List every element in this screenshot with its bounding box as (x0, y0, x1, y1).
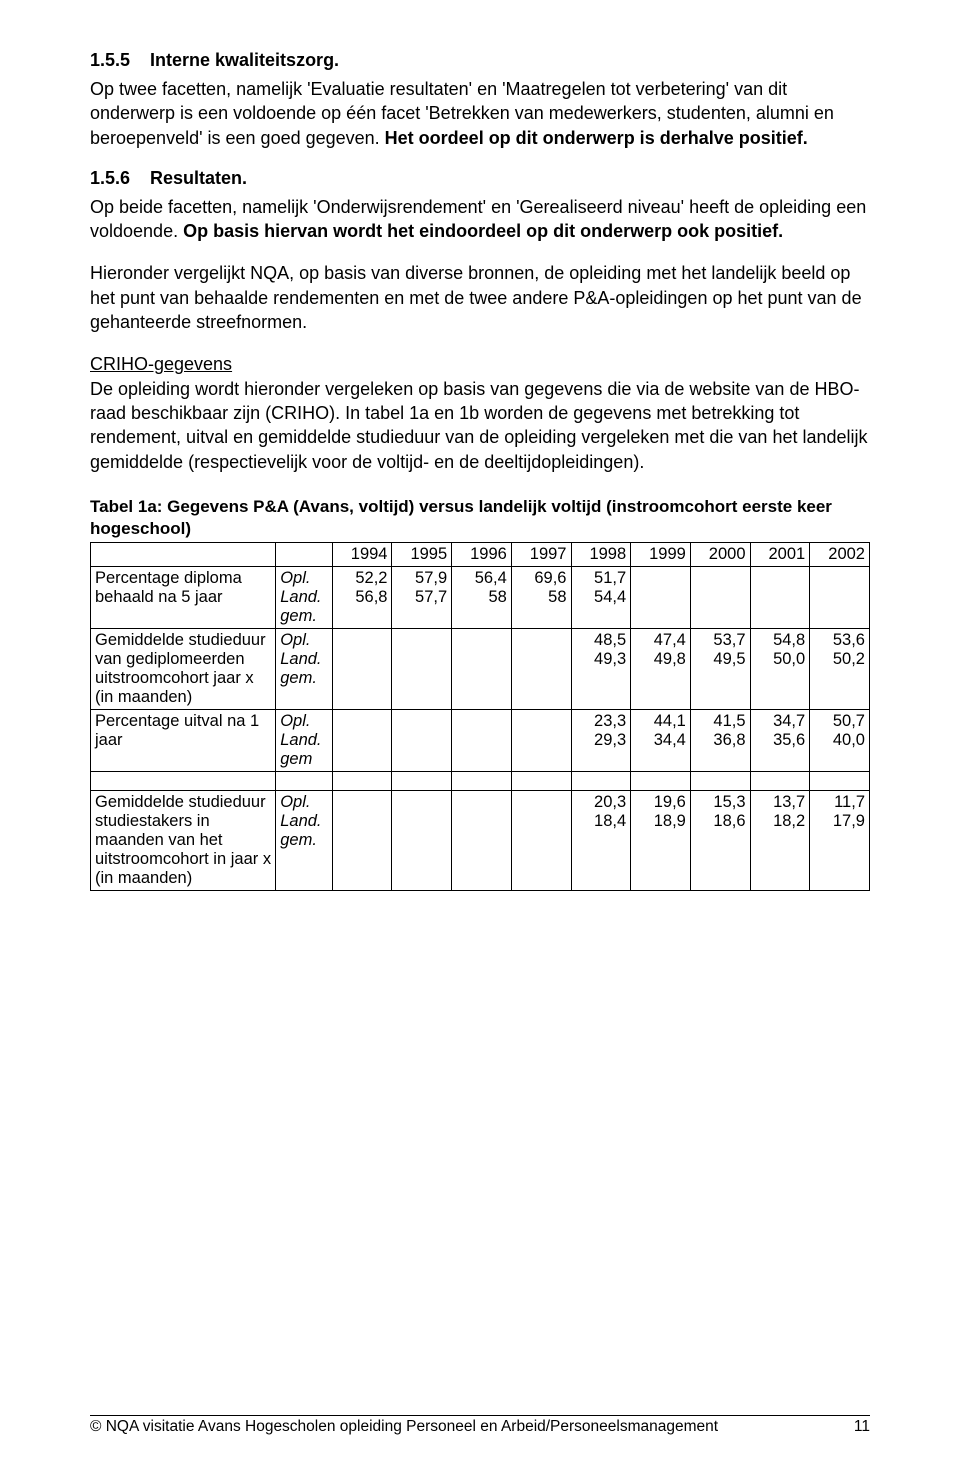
document-page: 1.5.5 Interne kwaliteitszorg. Op twee fa… (0, 0, 960, 1476)
table-cell (332, 772, 392, 791)
table-caption: Tabel 1a: Gegevens P&A (Avans, voltijd) … (90, 496, 870, 540)
table-cell (631, 567, 691, 629)
table-cell: 50,740,0 (810, 710, 870, 772)
table-cell: Opl.Land.gem (276, 710, 333, 772)
table-cell (631, 772, 691, 791)
table-cell: 53,650,2 (810, 629, 870, 710)
table-row: Percentage diploma behaald na 5 jaarOpl.… (91, 567, 870, 629)
table-cell (452, 710, 512, 772)
table-cell: 48,549,3 (571, 629, 631, 710)
table-cell: 20,318,4 (571, 791, 631, 891)
heading-1-5-5: 1.5.5 Interne kwaliteitszorg. (90, 50, 870, 71)
table-cell: Gemiddelde studieduur van gediplomeerden… (91, 629, 276, 710)
table-cell (511, 629, 571, 710)
table-cell (571, 772, 631, 791)
table-cell: 41,536,8 (690, 710, 750, 772)
table-cell (392, 791, 452, 891)
table-cell: 51,754,4 (571, 567, 631, 629)
table-cell: 1996 (452, 543, 512, 567)
table-cell: 1999 (631, 543, 691, 567)
table-cell (810, 772, 870, 791)
table-cell: 53,749,5 (690, 629, 750, 710)
heading-title: Resultaten. (150, 168, 247, 188)
table-cell: 23,329,3 (571, 710, 631, 772)
table-cell: 1998 (571, 543, 631, 567)
table-cell (511, 710, 571, 772)
table-cell: Percentage diploma behaald na 5 jaar (91, 567, 276, 629)
table-cell (392, 710, 452, 772)
table-cell: 2000 (690, 543, 750, 567)
table-cell: 34,735,6 (750, 710, 810, 772)
table-cell (750, 772, 810, 791)
table-cell: 19,618,9 (631, 791, 691, 891)
table-cell: 2001 (750, 543, 810, 567)
table-cell: Gemiddelde studieduur studiestakers in m… (91, 791, 276, 891)
table-cell (392, 629, 452, 710)
table-cell (392, 772, 452, 791)
criho-body: De opleiding wordt hieronder vergeleken … (90, 379, 868, 472)
table-cell (511, 791, 571, 891)
table-cell: 56,458 (452, 567, 512, 629)
para-1-5-5: Op twee facetten, namelijk 'Evaluatie re… (90, 77, 870, 150)
footer-text: © NQA visitatie Avans Hogescholen opleid… (90, 1418, 718, 1436)
table-cell: 1995 (392, 543, 452, 567)
table-cell (276, 543, 333, 567)
table-cell: Opl.Land.gem. (276, 629, 333, 710)
table-cell (690, 772, 750, 791)
table-cell: 13,718,2 (750, 791, 810, 891)
heading-number: 1.5.5 (90, 50, 145, 71)
table-cell (810, 567, 870, 629)
table-cell (452, 772, 512, 791)
table-cell: 57,957,7 (392, 567, 452, 629)
table-cell: 47,449,8 (631, 629, 691, 710)
data-table: 199419951996199719981999200020012002Perc… (90, 542, 870, 891)
footer-page-number: 11 (854, 1418, 870, 1436)
table-cell: 15,318,6 (690, 791, 750, 891)
table-cell: 1994 (332, 543, 392, 567)
table-row: Percentage uitval na 1 jaarOpl.Land.gem 2… (91, 710, 870, 772)
table-header-row: 199419951996199719981999200020012002 (91, 543, 870, 567)
table-cell: 11,717,9 (810, 791, 870, 891)
page-footer: © NQA visitatie Avans Hogescholen opleid… (90, 1415, 870, 1436)
para-1-5-6: Op beide facetten, namelijk 'Onderwijsre… (90, 195, 870, 244)
table-cell (91, 543, 276, 567)
table-row: Gemiddelde studieduur studiestakers in m… (91, 791, 870, 891)
para-bold: Het oordeel op dit onderwerp is derhalve… (385, 128, 808, 148)
table-cell: 1997 (511, 543, 571, 567)
table-cell (452, 629, 512, 710)
table-cell: 54,850,0 (750, 629, 810, 710)
table-cell: Percentage uitval na 1 jaar (91, 710, 276, 772)
table-cell (452, 791, 512, 891)
table-cell: 52,256,8 (332, 567, 392, 629)
para-bold: Op basis hiervan wordt het eindoordeel o… (183, 221, 783, 241)
table-cell (690, 567, 750, 629)
table-cell (332, 710, 392, 772)
table-cell: Opl.Land.gem. (276, 791, 333, 891)
table-cell: 2002 (810, 543, 870, 567)
para-criho: CRIHO-gegevens De opleiding wordt hieron… (90, 352, 870, 473)
table-cell (511, 772, 571, 791)
table-cell (91, 772, 276, 791)
table-cell (332, 629, 392, 710)
table-cell: Opl.Land.gem. (276, 567, 333, 629)
table-row: Gemiddelde studieduur van gediplomeerden… (91, 629, 870, 710)
table-spacer-row (91, 772, 870, 791)
table-cell: 69,658 (511, 567, 571, 629)
heading-title: Interne kwaliteitszorg. (150, 50, 339, 70)
heading-1-5-6: 1.5.6 Resultaten. (90, 168, 870, 189)
heading-number: 1.5.6 (90, 168, 145, 189)
criho-heading: CRIHO-gegevens (90, 354, 232, 374)
table-cell (750, 567, 810, 629)
table-cell (332, 791, 392, 891)
table-cell (276, 772, 333, 791)
para-compare: Hieronder vergelijkt NQA, op basis van d… (90, 261, 870, 334)
table-cell: 44,134,4 (631, 710, 691, 772)
